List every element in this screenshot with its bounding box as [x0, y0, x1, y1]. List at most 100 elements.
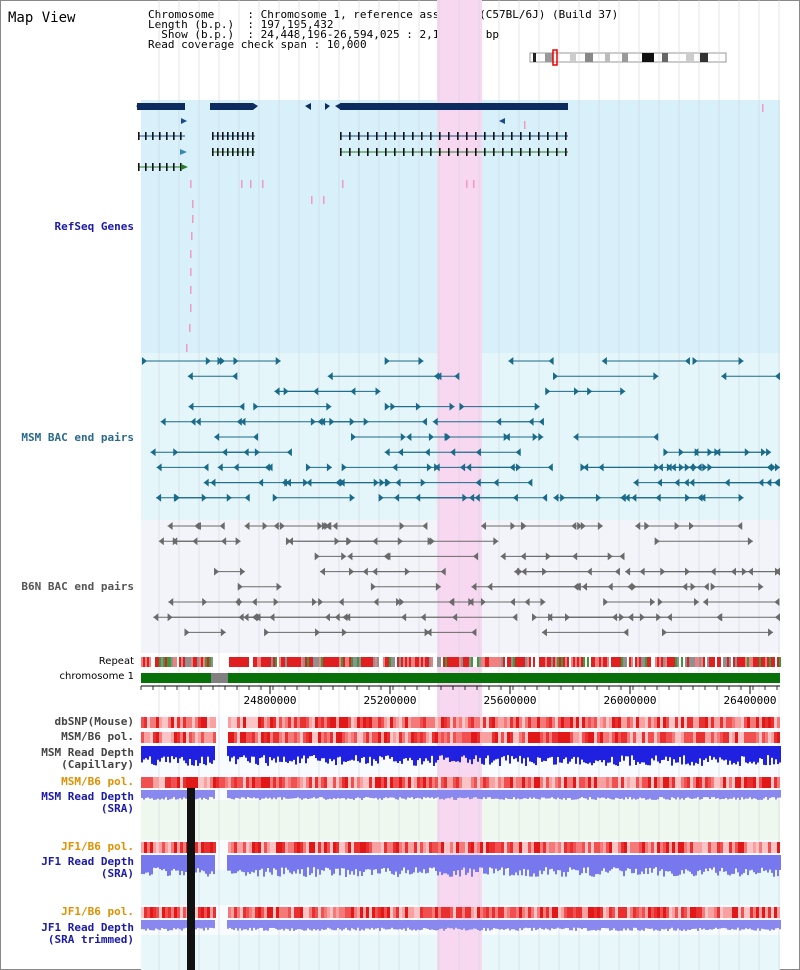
read-depth-bar [417, 855, 419, 873]
read-depth-bar [141, 746, 143, 763]
snp-density-cell [483, 907, 486, 918]
read-depth-bar [197, 790, 199, 799]
snp-density-cell [150, 907, 153, 918]
read-depth-bar [749, 790, 751, 798]
refseq-genes-track[interactable] [136, 103, 764, 352]
chromosome-ideogram[interactable] [529, 49, 727, 66]
read-depth-bar [621, 855, 623, 872]
snp-density-cell [411, 842, 414, 853]
read-depth-bar [537, 855, 539, 877]
exon [385, 132, 387, 140]
snp-density-cell [555, 907, 558, 918]
repeat-element [379, 657, 381, 667]
read-depth-bar [427, 746, 429, 761]
read-depth-bar [617, 920, 619, 931]
read-depth-bar [251, 746, 253, 757]
read-depth-bar [695, 746, 697, 763]
read-depth-bar [501, 790, 503, 800]
read-depth-bar [393, 790, 395, 798]
snp-density-cell [366, 717, 369, 728]
read-depth-bar [379, 746, 381, 757]
snp-density-cell [354, 732, 357, 743]
snp-density-cell [603, 717, 606, 728]
bac-end [493, 478, 499, 487]
read-depth-bar [273, 790, 275, 798]
snp-density-cell [219, 777, 222, 788]
snp-density-cell [654, 717, 657, 728]
b6n-bac-track[interactable] [153, 522, 780, 637]
snp-density-cell [669, 717, 672, 728]
read-depth-bar [745, 920, 747, 929]
snp-density-cell [303, 842, 306, 853]
exon [502, 148, 504, 156]
snp-density-cell [495, 842, 498, 853]
snp-density-cell [738, 717, 741, 728]
msm-bac-track[interactable] [141, 357, 780, 502]
snp-density-cell [414, 777, 417, 788]
snp-density-cell [315, 842, 318, 853]
snp-density-cell [597, 777, 600, 788]
snp-density-cell [396, 777, 399, 788]
read-depth-bar [753, 920, 755, 931]
read-depth-bar [371, 920, 373, 928]
repeat-element [771, 657, 773, 667]
snp-density-cell [447, 717, 450, 728]
refseq-feature [186, 344, 188, 352]
read-depth-bar [261, 920, 263, 928]
bac-end [517, 567, 523, 576]
snp-density-cell [315, 732, 318, 743]
snp-density-cell [540, 907, 543, 918]
snp-density-cell [738, 907, 741, 918]
snp-density-cell [609, 777, 612, 788]
read-depth-bar [247, 855, 249, 873]
exon [232, 132, 234, 140]
snp-density-cell [393, 732, 396, 743]
read-depth-bar [639, 746, 641, 764]
snp-density-cell [771, 777, 774, 788]
read-depth-bar [489, 855, 491, 868]
bac-end [595, 493, 601, 502]
snp-density-cell [414, 717, 417, 728]
read-depth-bar [653, 855, 655, 869]
read-depth-bar [395, 855, 397, 872]
exon [475, 148, 477, 156]
read-depth-bar [493, 855, 495, 874]
read-depth-bar [291, 855, 293, 875]
read-depth-bar [421, 855, 423, 873]
exon [340, 132, 342, 140]
snp-density-cell [384, 842, 387, 853]
snp-density-cell [570, 842, 573, 853]
snp-density-cell [240, 732, 243, 743]
snp-density-cell [609, 732, 612, 743]
bac-end [201, 493, 207, 502]
repeat-track[interactable] [141, 657, 781, 667]
bac-end [738, 493, 744, 502]
snp-density-cell [492, 777, 495, 788]
snp-density-cell [756, 777, 759, 788]
read-depth-bar [567, 746, 569, 764]
snp-density-cell [615, 842, 618, 853]
snp-density-cell [678, 842, 681, 853]
repeat-element [725, 657, 727, 667]
snp-density-cell [432, 907, 435, 918]
read-depth-bar [779, 920, 781, 930]
read-depth-bar [245, 855, 247, 876]
snp-density-cell [441, 717, 444, 728]
read-depth-bar [311, 746, 313, 757]
bac-end [372, 537, 378, 546]
read-depth-bar [597, 746, 599, 762]
snp-density-cell [771, 842, 774, 853]
read-depth-bar [381, 746, 383, 758]
track-label-msm-rd-capillary: MSM Read Depth [41, 746, 134, 759]
read-depth-bar [297, 855, 299, 870]
repeat-element [317, 657, 319, 667]
snp-tracks[interactable] [141, 717, 780, 918]
repeat-element [667, 657, 669, 667]
read-depth-bar [343, 790, 345, 799]
read-depth-bar [347, 790, 349, 799]
read-depth-bar [307, 855, 309, 868]
exon [511, 148, 513, 156]
snp-density-cell [279, 717, 282, 728]
read-depth-tracks[interactable] [141, 746, 781, 931]
